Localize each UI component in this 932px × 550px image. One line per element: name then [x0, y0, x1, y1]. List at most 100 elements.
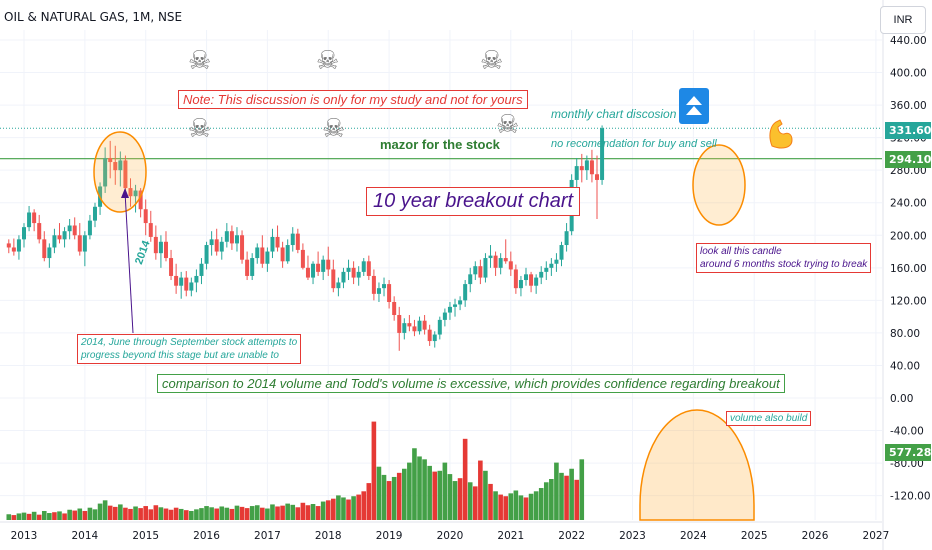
candle-body [209, 239, 214, 246]
candle-note-line-2: around 6 months stock trying to break [700, 259, 868, 270]
volume-bar [341, 497, 346, 520]
volume-bar [112, 506, 118, 520]
volume-bar [26, 513, 32, 520]
candle-note-line-1: look all this candle [700, 246, 782, 257]
volume-bar [528, 493, 534, 520]
volume-bar [366, 483, 372, 520]
volume-bar [270, 504, 275, 520]
volume-bar [36, 514, 42, 520]
candle-body [427, 329, 432, 342]
candle-body [417, 320, 422, 332]
volume-bar [57, 511, 62, 520]
candle-body [447, 306, 452, 313]
volume-bar [518, 495, 524, 520]
candle-body [579, 166, 584, 171]
volume-bar [168, 509, 174, 520]
candle-body [564, 231, 569, 246]
y-tick-label: 200.00 [890, 230, 927, 242]
candle-body [174, 275, 179, 286]
candle-body [574, 166, 579, 180]
currency-button[interactable]: INR [880, 6, 926, 34]
volume-bar [31, 511, 37, 520]
candle-body [113, 162, 118, 171]
x-tick-label: 2013 [11, 530, 38, 542]
volume-bar [62, 513, 67, 520]
candle-body [219, 241, 224, 252]
volume-bar [437, 470, 443, 520]
candle-body [42, 239, 47, 259]
skull-crossbones-icon: ☠ [188, 46, 212, 76]
candle-body [184, 277, 189, 291]
volume-bar [351, 496, 356, 520]
y-tick-label: -80.00 [890, 458, 924, 470]
candle-body [204, 245, 209, 264]
volume-bar [189, 510, 194, 520]
volume-bar [503, 496, 509, 520]
candle-body [600, 128, 605, 180]
volume-bar [513, 490, 519, 520]
candle-body [255, 247, 260, 259]
y-tick-label: 240.00 [890, 198, 927, 210]
candle-body [356, 271, 361, 278]
candle-body [22, 227, 26, 240]
current-price-tag: 331.60 [885, 122, 931, 139]
candle-body [245, 259, 250, 276]
volume-bar [559, 472, 564, 520]
candle-body [229, 231, 234, 244]
candle-body [214, 239, 219, 252]
volume-bar [401, 468, 407, 520]
skull-crossbones-icon: ☠ [496, 110, 520, 140]
chart-title: OIL & NATURAL GAS, 1M, NSE [4, 10, 183, 24]
volume-bar [300, 502, 306, 520]
x-tick-label: 2023 [619, 530, 646, 542]
level-price-tag: 294.10 [885, 151, 931, 168]
volume-bar [72, 510, 78, 520]
candle-body [305, 267, 310, 278]
candle-body [326, 259, 331, 270]
volume-bar [260, 507, 265, 520]
y-tick-label: 120.00 [890, 295, 927, 307]
volume-bar [396, 472, 402, 520]
candle-body [62, 231, 67, 240]
candle-body [361, 261, 366, 272]
volume-bar [239, 506, 245, 520]
candle-body [27, 212, 32, 228]
volume-bar [123, 507, 128, 520]
volume-build-circle [639, 409, 755, 521]
candle-body [179, 277, 184, 286]
candle-body [128, 188, 133, 197]
candle-body [341, 271, 346, 283]
volume-bar [280, 505, 285, 520]
candle-body [559, 245, 564, 260]
volume-bar [305, 505, 311, 520]
candle-body [503, 258, 508, 262]
volume-bar [427, 465, 432, 520]
volume-bar [16, 513, 22, 520]
candle-body [488, 255, 493, 259]
volume-bar [543, 482, 549, 520]
double-up-arrow-icon [679, 88, 709, 124]
candle-body [387, 284, 392, 302]
volume-bar [462, 438, 468, 520]
candle-body [453, 304, 458, 307]
candle-body [321, 259, 326, 272]
volume-bar [574, 479, 579, 520]
candle-body [57, 235, 62, 240]
candle-body [483, 258, 488, 278]
candle-body [331, 269, 336, 289]
volume-bar [158, 507, 164, 520]
skull-crossbones-icon: ☠ [480, 46, 504, 76]
candle-body [366, 261, 371, 276]
candle-body [118, 160, 123, 171]
candle-body [432, 334, 437, 342]
volume-bar [549, 479, 554, 520]
candle-body [300, 249, 305, 268]
candle-body [199, 263, 204, 276]
volume-bar [47, 513, 52, 520]
skull-crossbones-icon: ☠ [316, 46, 340, 76]
volume-bar [391, 476, 397, 520]
candle-body [143, 209, 148, 224]
candle-body [513, 269, 518, 289]
volume-bar [224, 507, 230, 520]
volume-bar [320, 501, 326, 520]
